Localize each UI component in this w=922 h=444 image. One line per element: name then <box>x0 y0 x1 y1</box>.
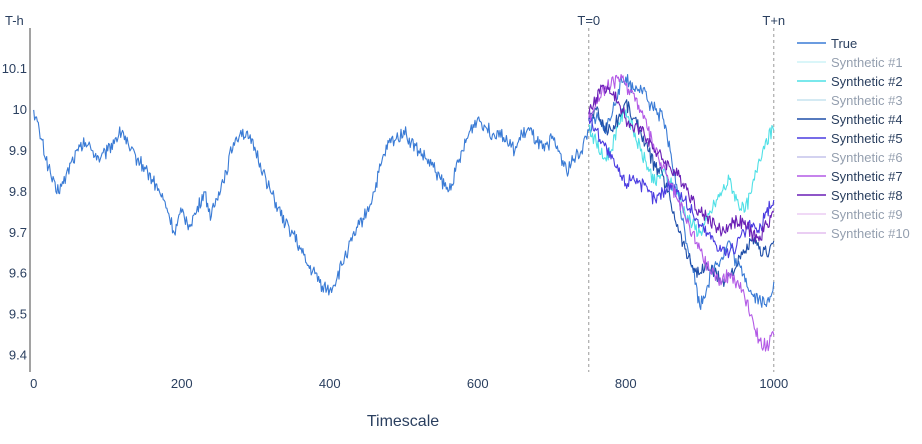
x-tick-label: 800 <box>615 376 637 391</box>
y-tick-label: 10.1 <box>2 61 27 76</box>
x-tick-label: 400 <box>319 376 341 391</box>
legend-label: Synthetic #2 <box>831 74 903 89</box>
x-tick-label: 1000 <box>759 376 788 391</box>
series-line <box>33 73 775 311</box>
legend-label: Synthetic #6 <box>831 150 903 165</box>
series-line <box>588 117 775 259</box>
x-tick-labels: 0 200 400 600 800 1000 <box>30 376 788 391</box>
marker-labels: T-h T=0 T+n <box>5 13 785 28</box>
legend-label: Synthetic #5 <box>831 131 903 146</box>
y-tick-label: 9.9 <box>9 143 27 158</box>
y-tick-label: 9.4 <box>9 348 27 363</box>
y-tick-labels: 9.4 9.5 9.6 9.7 9.8 9.9 10 10.1 <box>2 61 27 363</box>
legend-item[interactable]: Synthetic #9 <box>797 207 903 222</box>
series-line <box>588 73 775 352</box>
legend-label: Synthetic #9 <box>831 207 903 222</box>
legend-item[interactable]: Synthetic #4 <box>797 112 903 127</box>
x-tick-label: 200 <box>171 376 193 391</box>
legend-item[interactable]: True <box>797 36 857 51</box>
legend-label: Synthetic #1 <box>831 55 903 70</box>
marker-label: T=0 <box>577 13 600 28</box>
series-line <box>588 84 775 243</box>
legend-item[interactable]: Synthetic #7 <box>797 169 903 184</box>
legend-item[interactable]: Synthetic #2 <box>797 74 903 89</box>
x-tick-label: 600 <box>467 376 489 391</box>
legend-label: Synthetic #4 <box>831 112 903 127</box>
x-tick-label: 0 <box>30 376 37 391</box>
legend-label: Synthetic #7 <box>831 169 903 184</box>
marker-label: T-h <box>5 13 24 28</box>
x-axis-title: Timescale <box>367 413 439 430</box>
y-tick-label: 9.5 <box>9 307 27 322</box>
legend-item[interactable]: Synthetic #1 <box>797 55 903 70</box>
series-layer <box>33 73 775 352</box>
y-tick-label: 9.8 <box>9 184 27 199</box>
y-tick-label: 10 <box>13 102 27 117</box>
legend-item[interactable]: Synthetic #3 <box>797 93 903 108</box>
legend-label: Synthetic #10 <box>831 226 910 241</box>
legend-item[interactable]: Synthetic #6 <box>797 150 903 165</box>
legend-item[interactable]: Synthetic #8 <box>797 188 903 203</box>
legend-item[interactable]: Synthetic #5 <box>797 131 903 146</box>
y-tick-label: 9.6 <box>9 266 27 281</box>
legend-label: Synthetic #3 <box>831 93 903 108</box>
legend-item[interactable]: Synthetic #10 <box>797 226 910 241</box>
marker-label: T+n <box>762 13 785 28</box>
y-tick-label: 9.7 <box>9 225 27 240</box>
legend: True Synthetic #1 Synthetic #2 Synthetic #3… <box>797 36 910 241</box>
legend-label: Synthetic #8 <box>831 188 903 203</box>
legend-label: True <box>831 36 857 51</box>
series-line <box>588 99 775 287</box>
